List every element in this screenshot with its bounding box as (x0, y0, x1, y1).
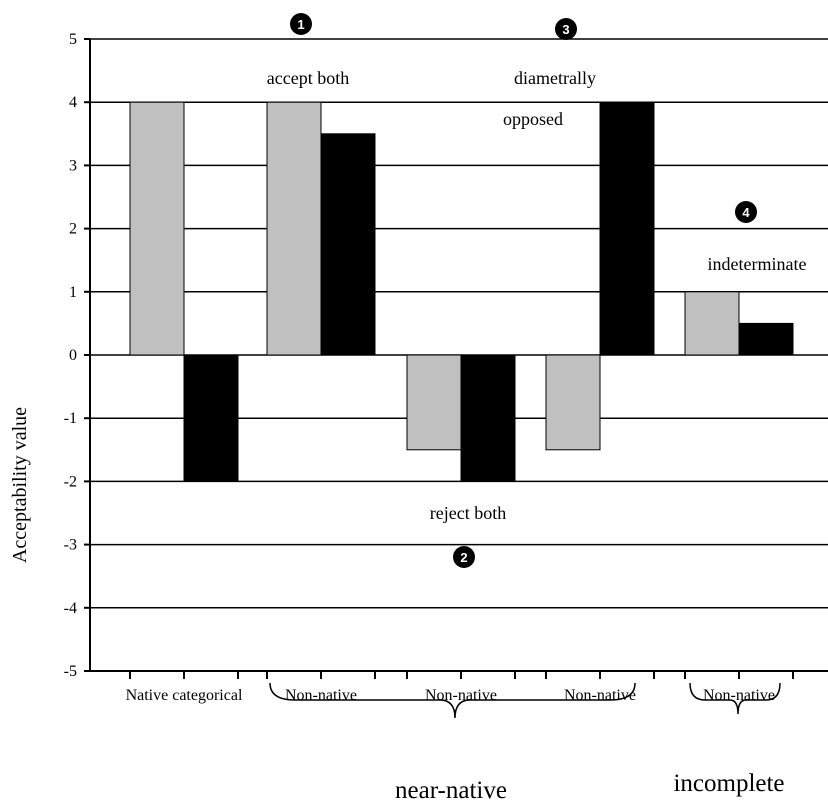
y-tick-label: 4 (69, 94, 77, 111)
marker-1: 1 (290, 13, 312, 35)
bar (545, 354, 601, 451)
brace-near-native (269, 682, 636, 719)
bar (129, 101, 185, 356)
y-tick-label: -3 (64, 537, 77, 554)
marker-2-circle (453, 546, 475, 568)
brace-incomplete (689, 682, 781, 715)
x-category-label: Non-native (703, 687, 775, 704)
marker-3: 3 (555, 18, 577, 40)
marker-2-number: 2 (460, 550, 467, 565)
y-tick-label: 3 (69, 157, 77, 174)
marker-4-circle (735, 201, 757, 223)
bar (266, 101, 322, 356)
marker-3-number: 3 (562, 22, 569, 37)
bar (460, 354, 516, 482)
annotation-reject-both: reject both (430, 503, 506, 523)
bar (183, 354, 239, 482)
y-tick-label: -1 (64, 410, 77, 427)
marker-3-circle (555, 18, 577, 40)
y-tick-label: 0 (69, 347, 77, 364)
annotation-indeterminate: indeterminate (708, 254, 807, 274)
y-tick-label: -2 (64, 473, 77, 490)
y-tick-label: 2 (69, 221, 77, 238)
bars (129, 101, 794, 482)
bar (599, 101, 655, 356)
bar (738, 322, 794, 356)
x-axis: Native categorical Non-native Non-native No… (90, 670, 828, 704)
bar (684, 291, 740, 356)
y-tick-label: 5 (69, 31, 77, 48)
x-category-label: Non-native (425, 687, 497, 704)
y-tick-label: 1 (69, 284, 77, 301)
marker-2: 2 (453, 546, 475, 568)
y-axis: 5 4 3 2 1 0 -1 -2 -3 -4 -5 (64, 31, 91, 680)
x-category-label: Non-native (564, 687, 636, 704)
y-tick-label: -4 (64, 600, 77, 617)
marker-4-number: 4 (742, 205, 750, 220)
bar (320, 133, 376, 356)
bar (406, 354, 462, 451)
annotation-accept-both: accept both (267, 68, 349, 88)
x-category-label: Native categorical (126, 687, 243, 704)
x-category-label: Non-native (285, 687, 357, 704)
marker-4: 4 (735, 201, 757, 223)
group-label-incomplete: incomplete (673, 770, 784, 797)
y-tick-label: -5 (64, 663, 77, 680)
annotation-diametrally: diametrally (514, 68, 596, 88)
marker-1-number: 1 (297, 17, 304, 32)
marker-1-circle (290, 13, 312, 35)
y-axis-label: Acceptability value (9, 407, 31, 563)
annotation-opposed: opposed (503, 109, 563, 129)
group-label-near-native: near-native (395, 777, 507, 804)
